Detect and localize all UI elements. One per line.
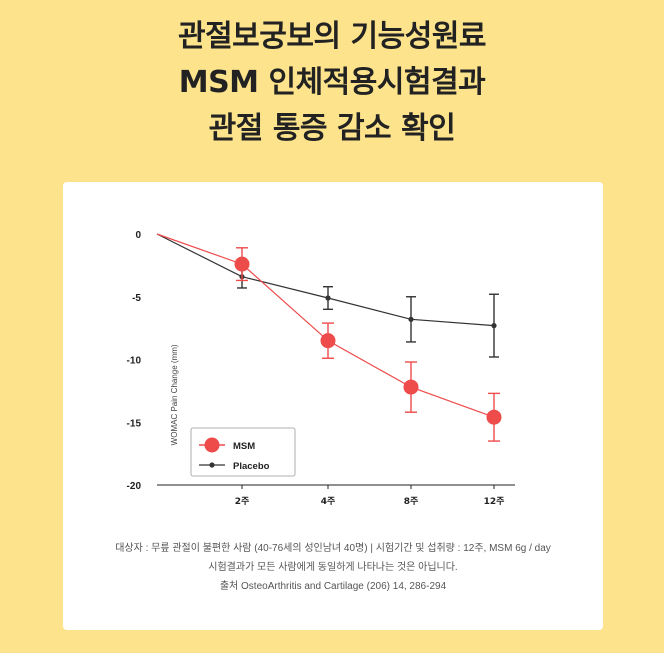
x-tick-label: 8주: [404, 496, 419, 507]
y-tick-label: -20: [127, 481, 142, 492]
placebo-data-point: [491, 323, 497, 329]
footnote-subjects: 대상자 : 무릎 관절이 불편한 사람 (40-76세의 성인남녀 40명) |…: [115, 543, 551, 554]
msm-data-point: [486, 409, 502, 425]
y-tick-label: -10: [127, 356, 142, 367]
footnotes: 대상자 : 무릎 관절이 불편한 사람 (40-76세의 성인남녀 40명) |…: [63, 539, 603, 596]
msm-data-point: [234, 256, 250, 272]
legend-msm-label: MSM: [233, 441, 255, 452]
chart-card: 0 -5 -10 -15 -20 2주 4주 8주 12주 WOMAC Pain Change (…: [63, 182, 603, 630]
placebo-data-point: [325, 295, 331, 301]
x-tick-label: 4주: [321, 496, 336, 507]
x-tick-label: 2주: [235, 496, 250, 507]
msm-series-line: [156, 233, 495, 418]
headline-line-2: MSM 인체적용시험결과: [178, 65, 486, 100]
placebo-data-point: [408, 316, 414, 322]
msm-data-point: [320, 333, 336, 349]
legend-placebo-label: Placebo: [233, 461, 270, 472]
headline: 관절보궁보의 기능성원료 MSM 인체적용시험결과 관절 통증 감소 확인: [0, 14, 664, 152]
y-tick-label: -15: [127, 418, 142, 429]
headline-line-1: 관절보궁보의 기능성원료: [177, 19, 487, 54]
footnote-disclaimer: 시험결과가 모든 사람에게 동일하게 나타나는 것은 아닙니다.: [208, 562, 458, 573]
legend-msm-marker: [204, 437, 220, 453]
headline-line-3: 관절 통증 감소 확인: [208, 111, 456, 146]
y-axis-label: WOMAC Pain Change (mm): [170, 344, 179, 445]
footnote-source: 출처 OsteoArthritis and Cartilage (206) 14…: [219, 581, 447, 592]
x-tick-label: 12주: [484, 496, 505, 507]
msm-data-point: [403, 379, 419, 395]
placebo-series-line: [156, 233, 495, 327]
legend-placebo-marker: [209, 462, 215, 468]
line-chart: 0 -5 -10 -15 -20 2주 4주 8주 12주 WOMAC Pain Change (…: [127, 230, 515, 507]
y-tick-label: 0: [135, 230, 141, 241]
y-tick-label: -5: [132, 293, 141, 304]
